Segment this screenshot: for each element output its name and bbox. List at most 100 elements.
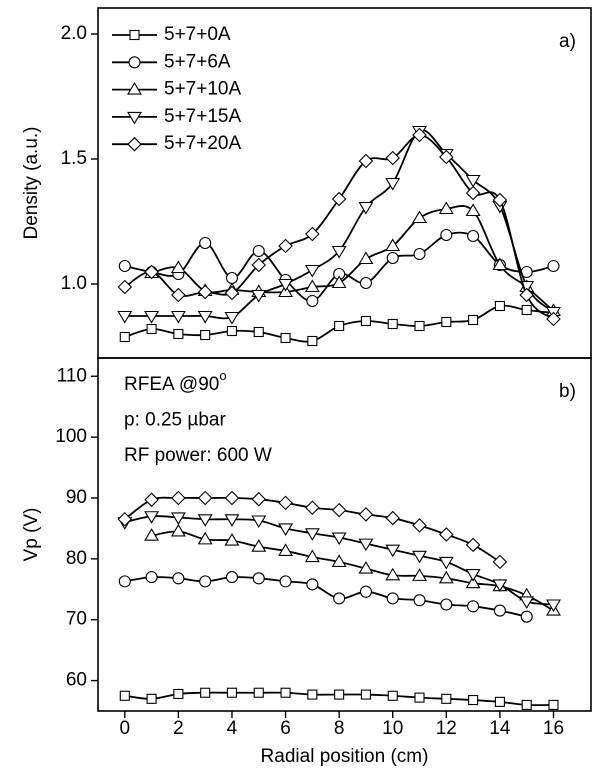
marker xyxy=(465,575,481,589)
marker xyxy=(225,571,239,584)
x-axis-title: Radial position (cm) xyxy=(261,746,429,767)
annotation-text: p: 0.25 µbar xyxy=(124,410,226,431)
marker xyxy=(441,316,452,328)
marker xyxy=(414,692,425,703)
x-tick-label: 10 xyxy=(382,718,403,739)
marker xyxy=(118,575,131,588)
marker xyxy=(278,523,294,536)
marker xyxy=(331,275,347,289)
marker xyxy=(172,572,185,585)
marker xyxy=(413,247,426,261)
marker xyxy=(144,310,160,324)
marker xyxy=(144,511,160,524)
marker xyxy=(146,323,157,335)
legend-marker xyxy=(129,29,140,41)
marker xyxy=(307,335,318,347)
marker xyxy=(170,260,186,274)
marker xyxy=(304,549,320,563)
marker xyxy=(117,279,133,295)
marker xyxy=(519,596,535,610)
marker xyxy=(465,185,481,201)
marker xyxy=(171,287,186,303)
marker xyxy=(547,259,560,273)
y-tick-label: 80 xyxy=(66,548,87,569)
marker xyxy=(119,690,130,701)
legend-label: 5+7+15A xyxy=(164,106,241,127)
marker xyxy=(412,127,427,143)
marker xyxy=(358,153,374,169)
marker xyxy=(278,495,293,511)
y-tick-label: 100 xyxy=(55,426,87,447)
y-axis-title: Vp (V) xyxy=(21,508,42,562)
marker xyxy=(385,510,401,526)
marker xyxy=(385,567,401,581)
marker xyxy=(438,201,454,215)
marker xyxy=(304,528,320,541)
marker xyxy=(521,304,532,316)
marker xyxy=(199,575,212,588)
marker xyxy=(170,310,186,324)
x-tick-label: 0 xyxy=(120,718,131,739)
legend-label: 5+7+0A xyxy=(164,24,231,45)
marker xyxy=(465,537,481,553)
marker xyxy=(359,585,372,598)
marker xyxy=(173,328,184,340)
x-tick-label: 14 xyxy=(489,718,511,739)
marker xyxy=(413,594,426,607)
marker xyxy=(197,284,213,300)
annotation-superscript: o xyxy=(219,368,226,383)
marker xyxy=(385,177,401,191)
marker xyxy=(546,599,561,613)
y-tick-label: 70 xyxy=(66,609,87,630)
marker xyxy=(465,569,481,582)
marker xyxy=(468,314,479,326)
marker xyxy=(492,554,508,570)
marker xyxy=(331,245,347,259)
marker xyxy=(468,694,479,706)
annotation-text: RFEA @90 xyxy=(124,374,219,395)
legend-marker xyxy=(127,82,142,95)
marker xyxy=(226,325,238,337)
marker xyxy=(358,201,374,215)
marker xyxy=(197,531,213,545)
legend-marker xyxy=(128,56,141,69)
x-tick-label: 2 xyxy=(173,718,184,739)
marker xyxy=(304,264,320,278)
marker xyxy=(305,500,320,515)
y-tick-label: 110 xyxy=(57,365,87,386)
y-tick-label: 90 xyxy=(66,487,87,508)
marker xyxy=(386,251,399,265)
marker xyxy=(359,276,372,290)
marker xyxy=(279,575,292,588)
marker xyxy=(253,687,264,698)
marker xyxy=(117,310,133,324)
marker xyxy=(306,294,319,308)
panel-label: a) xyxy=(559,31,576,52)
marker xyxy=(251,289,267,303)
marker xyxy=(197,514,213,527)
marker xyxy=(224,490,240,506)
marker xyxy=(199,236,212,250)
marker xyxy=(387,690,398,701)
marker xyxy=(331,554,347,567)
marker xyxy=(200,329,211,341)
panel-label: b) xyxy=(559,381,576,402)
marker xyxy=(278,278,294,292)
marker xyxy=(119,331,130,343)
y-tick-label: 1.5 xyxy=(61,148,87,169)
marker xyxy=(441,693,452,704)
series-line xyxy=(151,530,554,612)
marker xyxy=(226,687,238,698)
marker xyxy=(520,610,533,623)
legend-label: 5+7+20A xyxy=(164,133,241,154)
x-tick-label: 4 xyxy=(227,718,238,739)
annotation: RF power: 600 W xyxy=(124,445,272,466)
marker xyxy=(492,257,508,271)
marker xyxy=(360,689,371,700)
marker xyxy=(253,326,264,338)
marker xyxy=(385,544,401,558)
marker xyxy=(224,533,240,546)
marker xyxy=(333,592,346,605)
marker xyxy=(225,271,239,285)
